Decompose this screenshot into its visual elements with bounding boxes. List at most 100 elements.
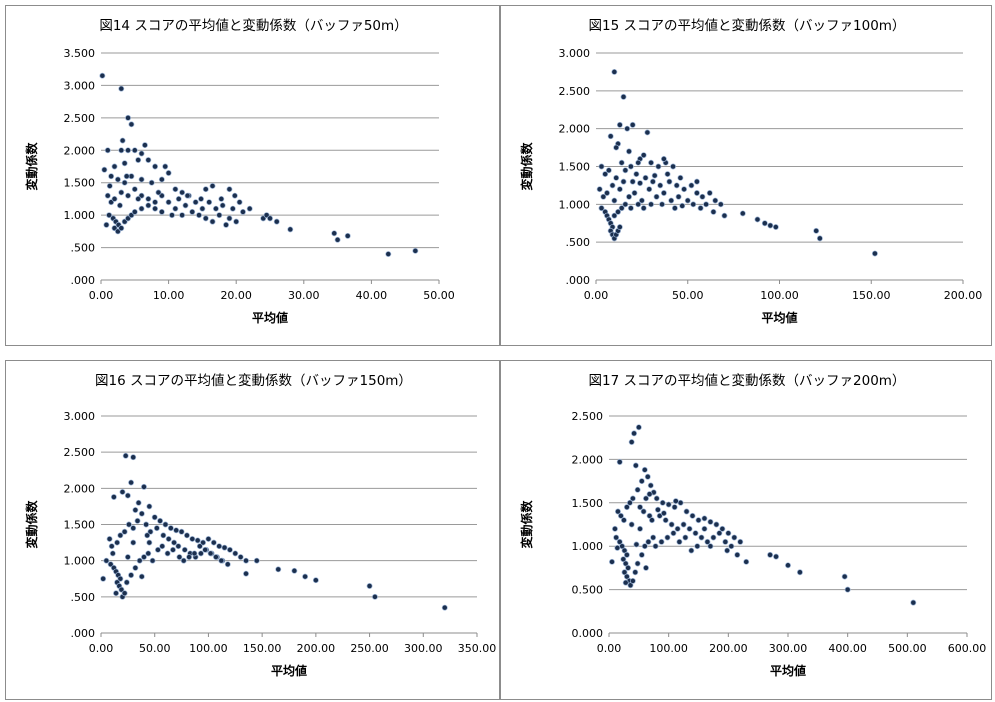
data-point [103,557,110,564]
data-point [121,160,128,167]
data-point [761,220,768,227]
x-axis-label: 平均値 [252,310,288,325]
data-point [638,478,645,485]
y-tick-label: 2.500 [64,112,96,125]
data-point [637,504,643,511]
data-point [141,142,148,149]
x-tick-label: 40.00 [356,289,388,302]
x-tick-label: 350.00 [458,642,497,655]
x-tick-label: 10.00 [153,289,185,302]
data-point [131,147,138,154]
data-point [209,183,216,189]
data-point [212,205,219,212]
data-point [184,192,191,199]
data-point [651,172,658,179]
data-point [707,543,714,550]
data-point [631,190,638,196]
data-point [643,564,649,571]
data-point [207,550,214,557]
data-point [638,197,645,204]
data-point [646,186,653,193]
y-axis-label: 変動係数 [519,500,534,549]
data-point [641,466,648,473]
data-point [312,577,319,584]
x-tick-label: 300.00 [404,642,443,655]
data-point [772,224,779,230]
data-point [232,550,239,557]
data-point [706,190,713,196]
data-point [121,528,128,535]
data-point [141,554,147,560]
data-point [267,215,273,222]
y-axis-label: 変動係数 [519,142,534,191]
data-point [658,538,665,545]
data-point [106,536,113,542]
data-point [650,534,657,541]
data-point [209,218,216,225]
data-point [162,163,169,170]
data-point [170,546,176,553]
data-point [138,510,145,517]
data-point [159,543,166,550]
data-point [668,521,675,528]
chart-fig16: 図16 スコアの平均値と変動係数（バッファ150m） .000 .500 1.000 1… [24,372,497,678]
x-tick-label: 150.00 [852,289,891,302]
data-point [104,147,111,154]
data-point [135,195,142,202]
data-point [645,538,652,545]
data-point [243,570,249,577]
data-point [192,199,199,206]
data-point [841,573,848,580]
data-point [154,546,161,553]
x-tick-label: 250.00 [350,642,389,655]
data-point [181,546,188,553]
data-point [132,564,139,571]
data-point [674,525,681,532]
data-point [598,163,605,170]
data-point [114,539,121,546]
y-tick-label: 1.500 [64,177,96,190]
data-point [671,504,678,511]
data-point [613,144,620,151]
y-tick-label: 2.500 [64,446,96,459]
data-point [648,159,654,166]
data-point [226,186,233,193]
data-point [116,202,123,209]
data-point [123,173,130,180]
data-point [666,178,673,185]
data-point [910,599,917,606]
data-point [143,521,150,528]
y-tick-label: .500 [71,242,96,255]
data-point [627,163,634,170]
data-point [125,147,131,154]
data-point [618,205,625,212]
y-tick-label: 1.500 [64,519,96,532]
data-point [637,180,643,187]
data-point [194,537,201,544]
data-point [633,541,640,548]
data-point [131,208,138,215]
x-tick-label: 400.00 [828,642,867,655]
data-point [189,536,196,542]
data-point [620,556,627,563]
y-tick-label: .000 [71,274,96,287]
data-point [223,221,230,228]
data-point [659,499,666,506]
data-point [146,539,153,546]
data-point [128,572,135,579]
data-point [152,163,159,170]
data-point [629,178,636,185]
data-point [660,190,667,196]
data-point [121,179,128,186]
data-point [130,454,137,461]
data-point [656,512,663,519]
data-point [614,544,621,551]
data-point [698,534,705,541]
data-point [226,546,233,553]
chart-fig14: 図14 スコアの平均値と変動係数（バッファ50m） .000 .500 1.000 1.… [24,17,455,325]
data-point [629,495,636,502]
data-point [724,547,731,554]
data-point [743,558,750,565]
data-point [646,491,653,498]
data-point [677,499,684,506]
